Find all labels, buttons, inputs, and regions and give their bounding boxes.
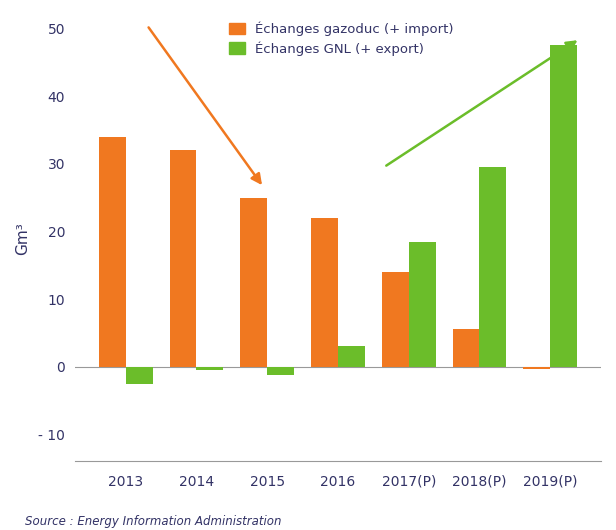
Bar — [408, 242, 436, 367]
Bar — [338, 346, 365, 367]
Bar — [382, 272, 408, 367]
Bar — [524, 367, 550, 369]
Legend: Échanges gazoduc (+ import), Échanges GNL (+ export): Échanges gazoduc (+ import), Échanges GN… — [229, 22, 454, 56]
Bar — [99, 137, 126, 367]
Bar — [453, 330, 479, 367]
Y-axis label: Gm³: Gm³ — [15, 222, 30, 254]
Bar — [550, 46, 577, 367]
Bar — [126, 367, 153, 384]
Bar — [169, 150, 197, 367]
Bar — [267, 367, 294, 375]
Text: Source : Energy Information Administration: Source : Energy Information Administrati… — [25, 515, 281, 528]
Bar — [197, 367, 224, 370]
Bar — [240, 198, 267, 367]
Bar — [311, 218, 338, 367]
Bar — [479, 167, 506, 367]
